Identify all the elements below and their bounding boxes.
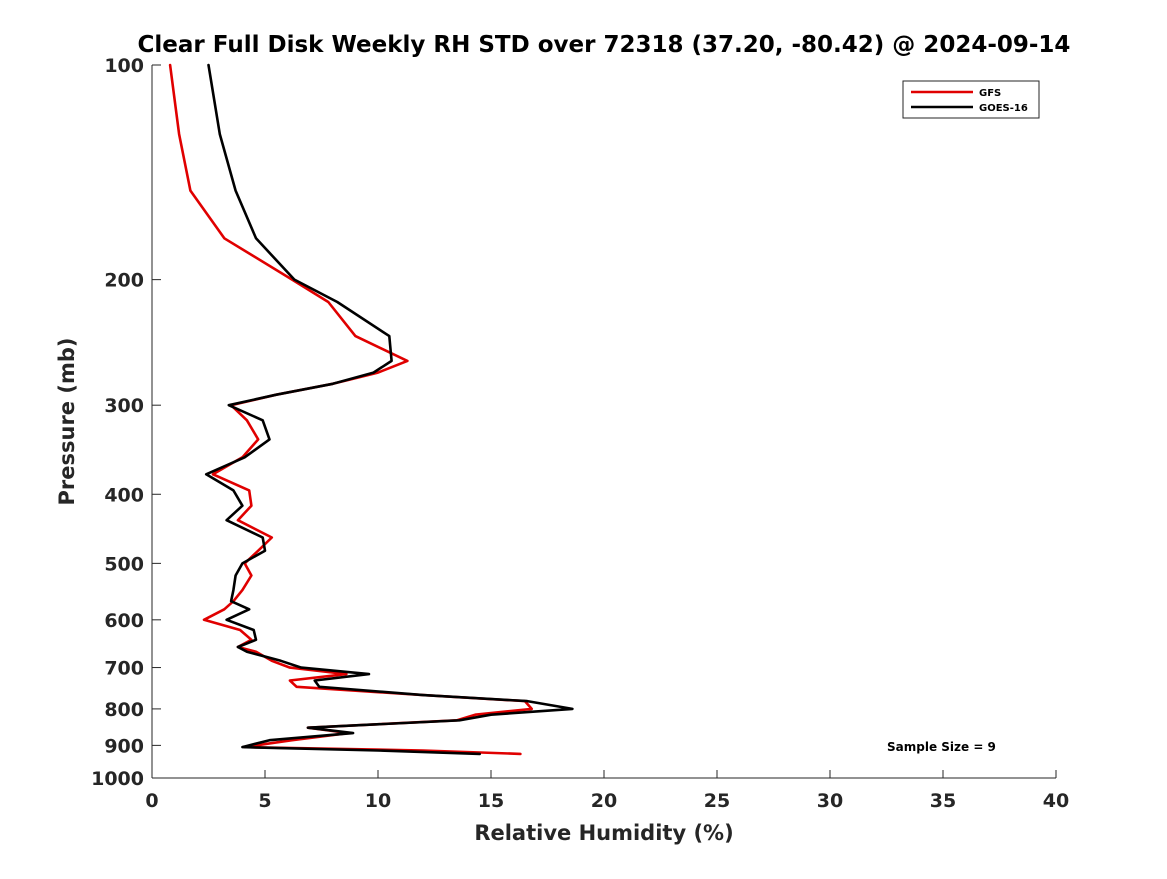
legend-label: GOES-16 [979, 103, 1028, 114]
legend-label: GFS [979, 88, 1001, 99]
x-tick-label: 20 [591, 790, 617, 812]
y-tick-label: 700 [104, 658, 144, 680]
plot-background [152, 65, 1056, 778]
legend: GFS GOES-16 [902, 80, 1040, 119]
y-tick-label: 800 [104, 699, 144, 721]
series-line-goes-16 [204, 63, 574, 756]
legend-entries: GFS GOES-16 [911, 88, 1028, 114]
y-axis-label: Pressure (mb) [55, 338, 79, 506]
x-tick-label: 10 [365, 790, 391, 812]
y-tick-label: 200 [104, 270, 144, 292]
y-tick-label: 100 [104, 55, 144, 77]
x-tick-label: 15 [478, 790, 504, 812]
x-tick-label: 35 [930, 790, 956, 812]
y-tick-label: 300 [104, 395, 144, 417]
x-tick-label: 30 [817, 790, 843, 812]
x-axis-label: Relative Humidity (%) [474, 821, 733, 845]
x-axis-ticks: 0 5 10 15 20 25 30 35 40 [145, 770, 1069, 812]
x-tick-label: 5 [258, 790, 271, 812]
y-tick-label: 900 [104, 735, 144, 757]
y-axis-ticks: 100 200 300 400 500 600 700 800 900 1000 [91, 55, 161, 790]
legend-box [902, 80, 1040, 119]
series-layer [168, 63, 574, 756]
x-tick-label: 40 [1043, 790, 1069, 812]
y-tick-label: 400 [104, 484, 144, 506]
chart-title: Clear Full Disk Weekly RH STD over 72318… [138, 32, 1071, 58]
x-tick-label: 25 [704, 790, 730, 812]
plot-area: 0 5 10 15 20 25 30 35 40 100 200 300 400 500 600 700 80… [91, 55, 1069, 812]
y-tick-label: 500 [104, 553, 144, 575]
y-tick-label: 1000 [91, 768, 144, 790]
x-tick-label: 0 [145, 790, 158, 812]
series-line-gfs [168, 63, 534, 756]
sample-size-annotation: Sample Size = 9 [887, 740, 996, 754]
y-tick-label: 600 [104, 610, 144, 632]
